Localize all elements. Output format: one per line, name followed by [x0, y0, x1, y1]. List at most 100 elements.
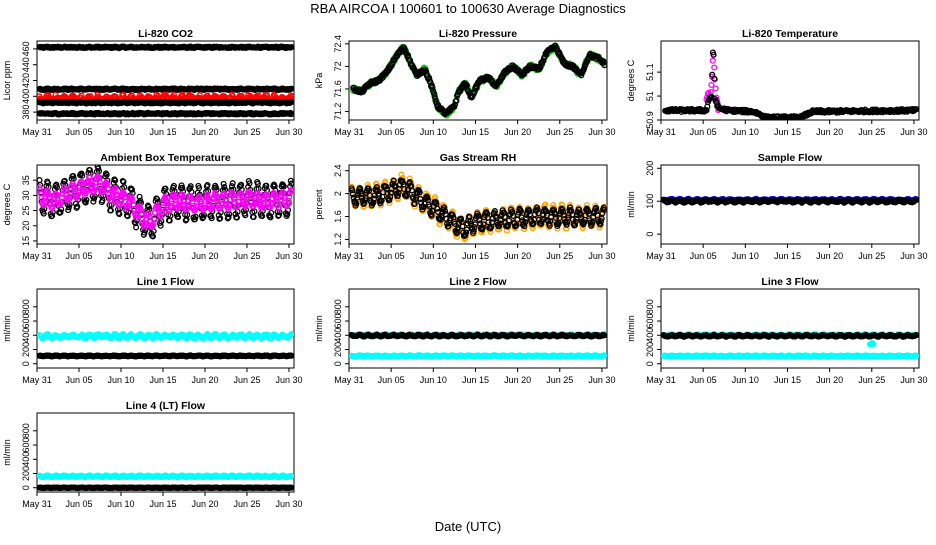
data-point	[709, 83, 714, 88]
x-tick-label: Jun 10	[107, 127, 134, 137]
data-series	[37, 99, 294, 106]
panel-title: Li-820 Pressure	[439, 28, 517, 40]
panel-title: Ambient Box Temperature	[100, 152, 231, 164]
y-tick-label: 35	[21, 175, 31, 185]
chart-panel: Sample Flow 0 100 200 ml/min May 31 Jun 05 Jun …	[626, 152, 927, 261]
y-tick-label: 2.4	[333, 164, 343, 177]
x-tick-label: Jun 30	[900, 127, 927, 137]
y-axis-label: ml/min	[626, 191, 636, 218]
x-tick-label: Jun 05	[65, 251, 92, 261]
y-axis-label: kPa	[314, 73, 324, 89]
x-tick-label: Jun 10	[420, 251, 447, 261]
x-tick-label: Jun 05	[378, 251, 405, 261]
x-tick-label: Jun 10	[107, 251, 134, 261]
panel-title: Li-820 Temperature	[742, 28, 838, 40]
global-x-axis-label: Date (UTC)	[435, 519, 501, 534]
x-tick-label: Jun 15	[774, 251, 801, 261]
data-series	[351, 43, 607, 116]
x-tick-label: Jun 10	[732, 127, 759, 137]
data-point	[710, 58, 715, 63]
y-tick-label: 20	[21, 221, 31, 231]
x-tick-label: Jun 20	[504, 251, 531, 261]
figure-title: RBA AIRCOA I 100601 to 100630 Average Di…	[310, 1, 626, 16]
x-tick-label: Jun 20	[816, 127, 843, 137]
x-tick-label: Jun 05	[65, 127, 92, 137]
x-tick-label: Jun 15	[462, 127, 489, 137]
x-tick-label: Jun 05	[690, 251, 717, 261]
x-tick-label: Jun 15	[149, 127, 176, 137]
x-tick-label: May 31	[646, 251, 676, 261]
y-tick-label: 200	[645, 161, 655, 176]
y-tick-label: 71.6	[333, 80, 343, 98]
y-tick-label: 460	[21, 41, 31, 56]
y-tick-label: 1.2	[333, 233, 343, 246]
y-tick-label: 1.6	[333, 210, 343, 223]
y-tick-label: 72	[333, 61, 343, 71]
x-tick-label: Jun 30	[275, 127, 302, 137]
y-axis-label: Licor ppm	[2, 61, 12, 101]
x-tick-label: May 31	[334, 251, 364, 261]
x-tick-label: Jun 20	[504, 127, 531, 137]
x-tick-label: Jun 15	[149, 251, 176, 261]
plot-frame	[37, 41, 294, 120]
x-tick-label: Jun 15	[774, 127, 801, 137]
panel-title: Sample Flow	[758, 152, 823, 164]
y-tick-label: 380	[21, 105, 31, 120]
y-tick-label: 25	[21, 206, 31, 216]
x-tick-label: Jun 20	[191, 251, 218, 261]
x-tick-label: Jun 20	[191, 127, 218, 137]
x-tick-label: Jun 30	[900, 251, 927, 261]
panel-title: Li-820 CO2	[138, 28, 193, 40]
data-layer	[37, 44, 294, 117]
x-tick-label: Jun 15	[462, 251, 489, 261]
data-point	[713, 86, 718, 91]
x-tick-label: Jun 25	[233, 127, 260, 137]
x-tick-label: Jun 25	[233, 251, 260, 261]
y-tick-label: 51.1	[645, 63, 655, 81]
data-point	[230, 181, 235, 186]
y-tick-label: 30	[21, 190, 31, 200]
y-tick-label: 71.2	[333, 103, 343, 121]
chart-panel: Ambient Box Temperature 15 20 25 30 35 degrees…	[2, 152, 302, 261]
y-tick-label: 0	[645, 232, 655, 237]
x-tick-label: Jun 10	[420, 127, 447, 137]
data-series	[37, 44, 294, 51]
x-tick-label: May 31	[22, 251, 52, 261]
data-layer	[663, 50, 919, 121]
y-axis-label: percent	[314, 189, 324, 220]
y-tick-label: 400	[21, 89, 31, 104]
data-point	[712, 65, 717, 70]
x-tick-label: Jun 25	[546, 127, 573, 137]
data-series	[37, 86, 294, 92]
data-layer	[661, 196, 919, 205]
data-layer	[349, 172, 607, 242]
y-tick-label: 100	[645, 194, 655, 209]
y-axis-label: degrees C	[2, 183, 12, 225]
y-tick-label: 72.4	[333, 35, 343, 53]
y-tick-label: 51	[645, 91, 655, 101]
x-tick-label: May 31	[646, 127, 676, 137]
x-tick-label: Jun 25	[546, 251, 573, 261]
x-tick-label: Jun 05	[690, 127, 717, 137]
y-tick-label: 15	[21, 236, 31, 246]
data-point	[37, 178, 42, 183]
x-tick-label: Jun 25	[858, 251, 885, 261]
y-axis-label: degrees C	[626, 59, 636, 101]
x-tick-label: Jun 20	[816, 251, 843, 261]
y-tick-label: 440	[21, 57, 31, 72]
chart-panel: Li-820 Pressure 71.2 71.6 72 72.4 kPa May 31 Ju…	[314, 28, 615, 137]
x-tick-label: Jun 10	[732, 251, 759, 261]
x-tick-label: May 31	[334, 127, 364, 137]
x-tick-label: Jun 30	[588, 251, 615, 261]
x-tick-label: Jun 30	[275, 251, 302, 261]
x-tick-label: Jun 05	[378, 127, 405, 137]
data-layer	[351, 43, 607, 118]
y-tick-label: 420	[21, 73, 31, 88]
x-tick-label: Jun 25	[858, 127, 885, 137]
y-tick-label: 2	[333, 191, 343, 196]
